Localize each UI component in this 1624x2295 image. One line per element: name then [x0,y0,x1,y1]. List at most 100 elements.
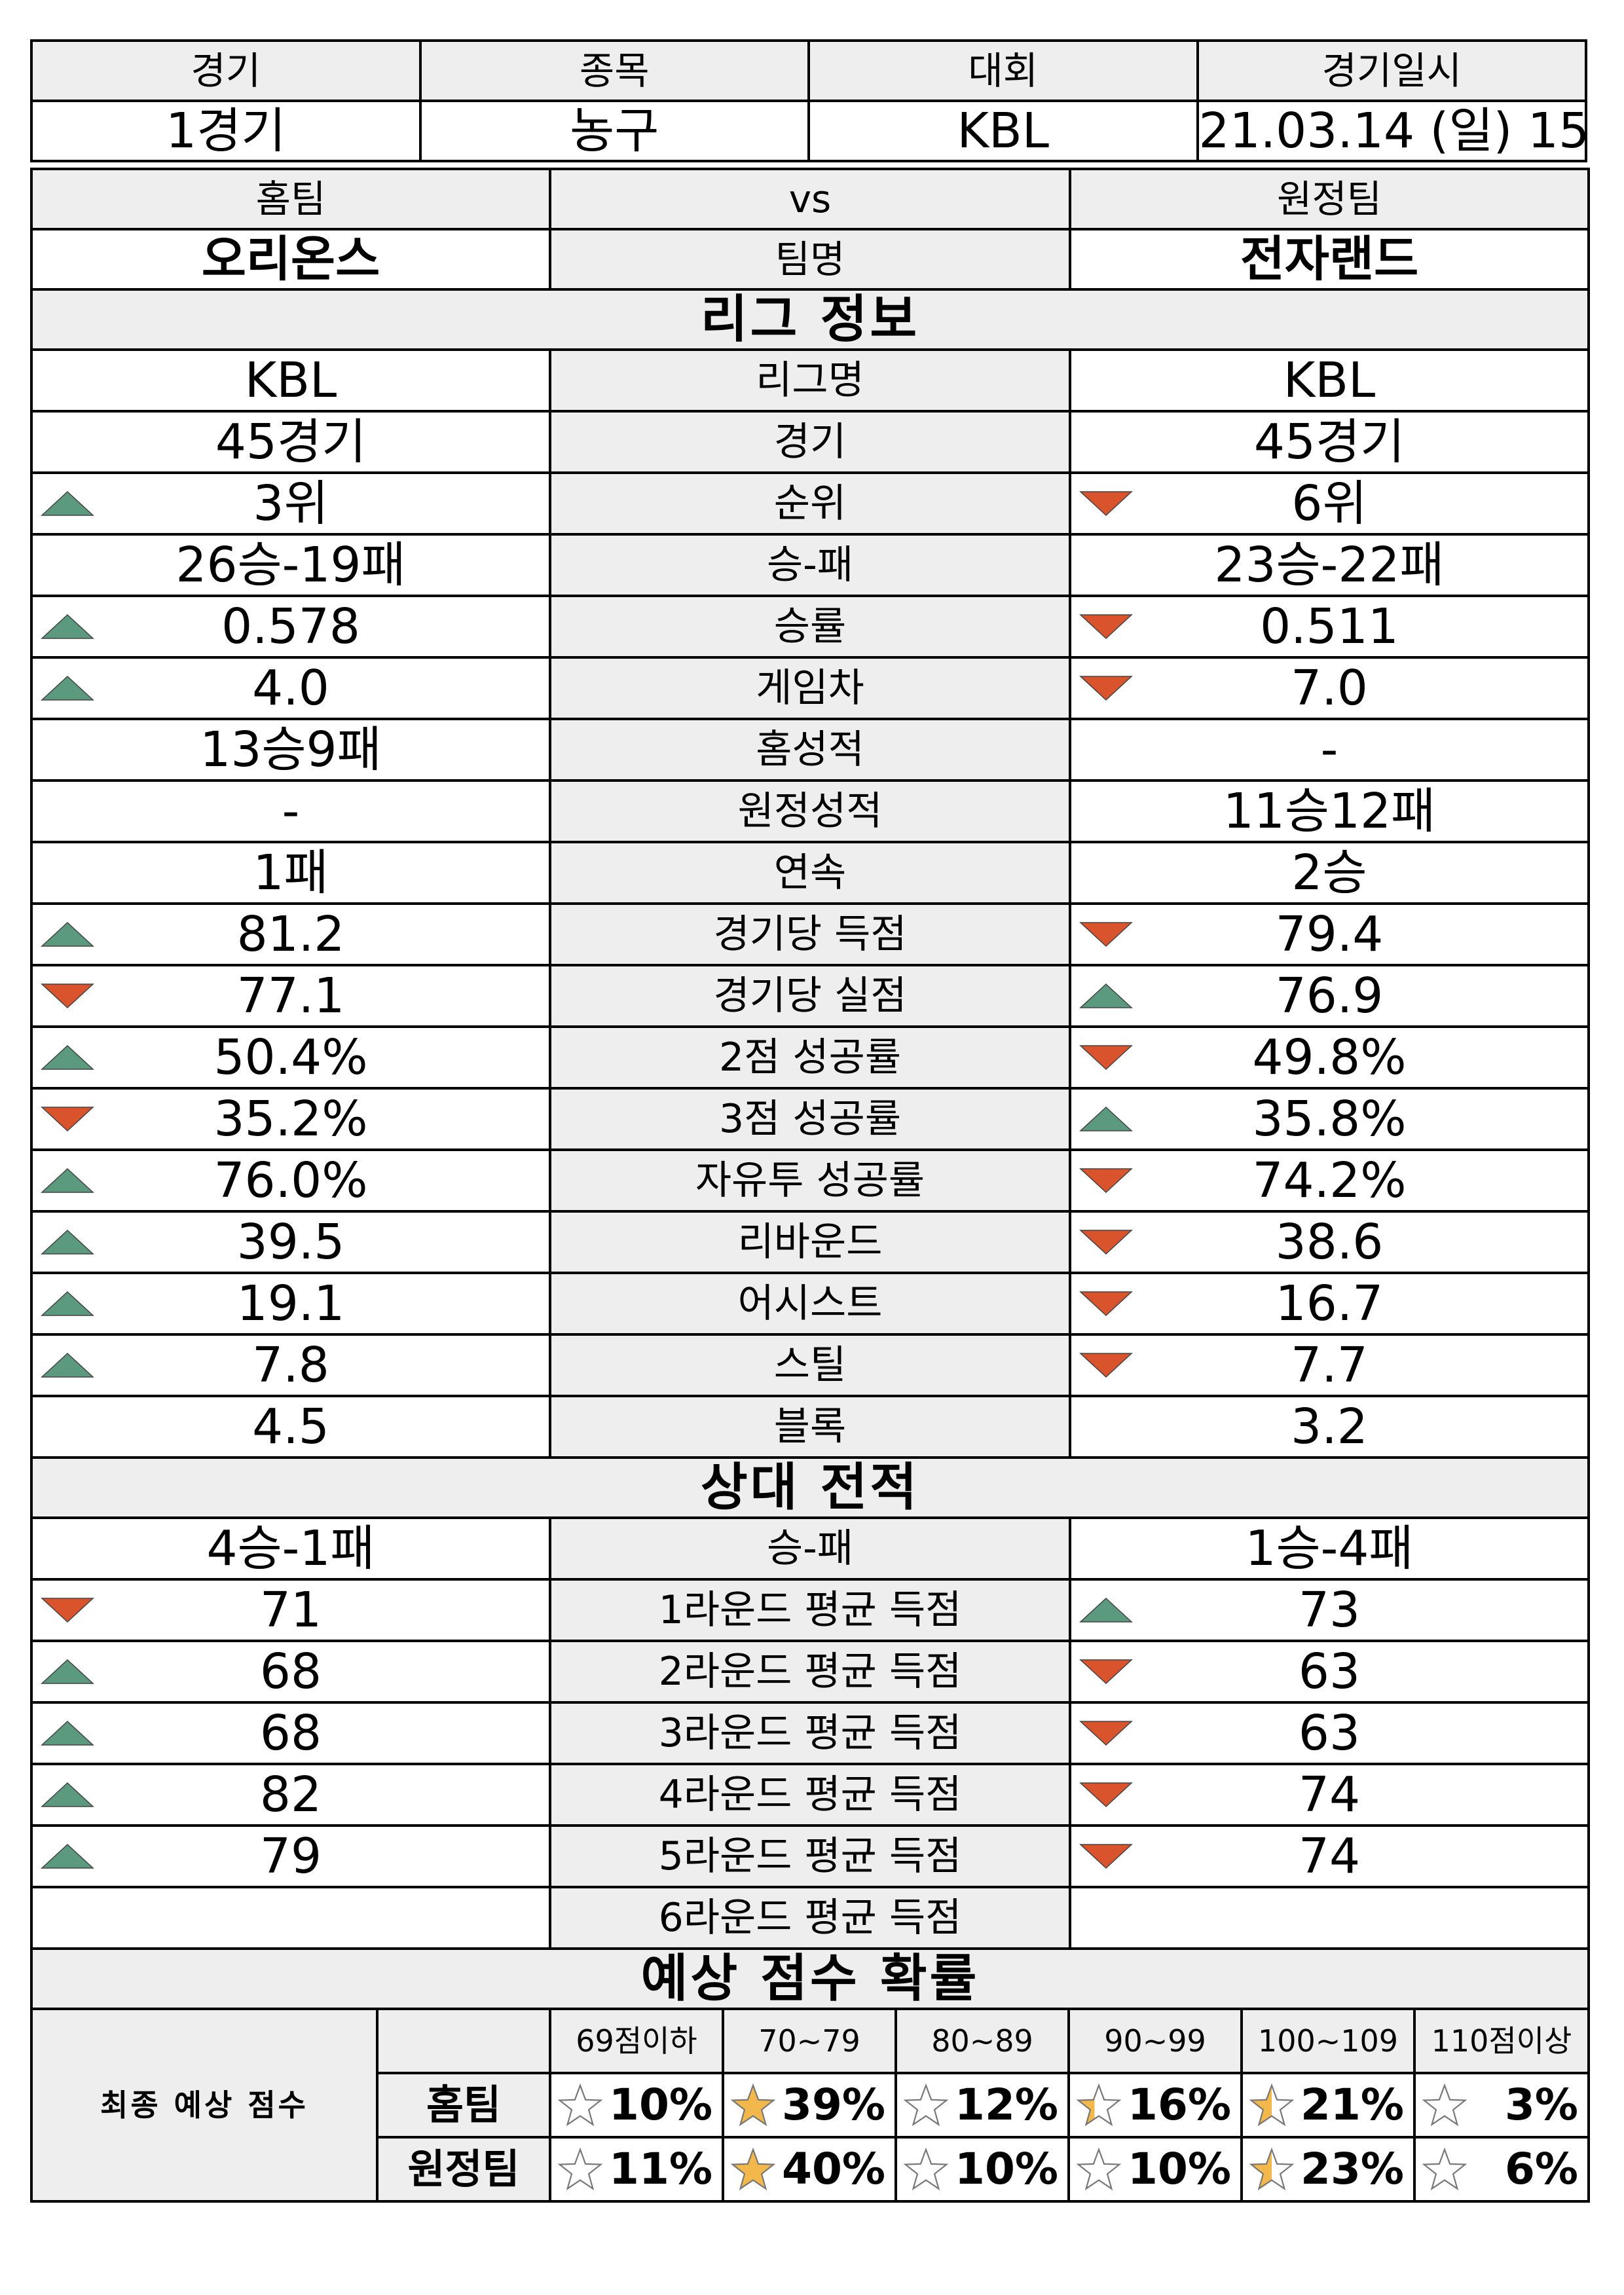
away-value-cell: 45경기 [1069,410,1590,474]
h2h-section-header: 상대 전적 [30,1456,1590,1519]
arrow-up-icon [1079,1597,1133,1623]
away-value: - [1320,722,1338,778]
stat-label-cell: 승-패 [549,533,1071,597]
league_section-row: KBL 리그명 KBL [30,348,1590,413]
away-probability-label: 원정팀 [376,2136,551,2203]
arrow-down-icon [1079,1230,1133,1255]
stat-label-cell: 게임차 [549,656,1071,720]
stat-label: 게임차 [756,665,864,711]
stat-label-cell: 경기 [549,410,1071,474]
away-value-cell: 63 [1069,1640,1590,1704]
home-value-cell: 26승-19패 [30,533,551,597]
away-value-cell: 49.8% [1069,1025,1590,1090]
stat-label: 4라운드 평균 득점 [658,1772,962,1818]
away-value-cell: 1승-4패 [1069,1516,1590,1581]
league_section-row: 4.5 블록 3.2 [30,1395,1590,1459]
home-value-cell [30,1886,551,1950]
home-value: 7.8 [252,1337,329,1393]
stat-label-cell: 6라운드 평균 득점 [549,1886,1071,1950]
match-info-value-row: 1경기 농구 KBL 21.03.14 (일) 15:00 [30,100,1587,162]
stat-label-cell: 리바운드 [549,1210,1071,1274]
away-value: 6위 [1291,475,1367,532]
star-icon [1249,2147,1295,2191]
home-value: 76.0% [213,1152,368,1209]
home-value-cell: 77.1 [30,964,551,1028]
stat-label-cell: 3점 성공률 [549,1087,1071,1151]
datetime-value: 21.03.14 (일) 15:00 [1196,100,1587,162]
teams-header-row: 홈팀 vs 원정팀 [30,168,1590,230]
stat-label-cell: 원정성적 [549,779,1071,843]
home-value: 79 [259,1828,322,1884]
stat-label-cell: 홈성적 [549,718,1071,782]
home-value-cell: 13승9패 [30,718,551,782]
league_section-row: 1패 연속 2승 [30,841,1590,905]
away-probability-value: 10% [1128,2144,1231,2194]
away-team-label: 원정팀 [1069,168,1590,230]
arrow-up-icon [41,1044,94,1070]
stat-label: 3라운드 평균 득점 [658,1710,962,1756]
arrow-down-icon [41,983,94,1009]
range-corner-cell [376,2008,551,2074]
away-probability-cell: 6% [1413,2136,1590,2203]
score-range-header: 80~89 [895,2008,1070,2074]
away-value-cell: 3.2 [1069,1395,1590,1459]
stat-label: 경기당 득점 [713,911,907,957]
stat-label-cell: 리그명 [549,348,1071,413]
home-value: - [282,783,300,839]
stat-label: 경기당 실점 [713,973,907,1019]
home-value-cell: 3위 [30,471,551,536]
league_section-row: 35.2% 3점 성공률 35.8% [30,1087,1590,1151]
home-probability-value: 3% [1504,2080,1578,2130]
away-value-cell [1069,1886,1590,1950]
stat-label-cell: 2라운드 평균 득점 [549,1640,1071,1704]
stat-label: 순위 [773,481,847,526]
home-team-label: 홈팀 [30,168,551,230]
away-value-cell: 38.6 [1069,1210,1590,1274]
stat-label-cell: 스틸 [549,1333,1071,1397]
h2h-rows: 4승-1패 승-패 1승-4패 71 1라운드 평균 득점 73 68 2라운드 평균 득점 6… [30,1516,1590,1950]
away-value: 63 [1298,1705,1361,1761]
match-info-table: 경기 종목 대회 경기일시 1경기 농구 KBL 21.03.14 (일) 15… [30,39,1587,162]
stat-label-cell: 1라운드 평균 득점 [549,1578,1071,1642]
home-probability-value: 10% [609,2080,712,2130]
stat-label: 어시스트 [737,1281,883,1327]
home-value: 68 [259,1705,322,1761]
away-value: 38.6 [1275,1214,1384,1270]
header-league: 대회 [807,39,1199,102]
away-value: 49.8% [1252,1029,1407,1086]
away-value-cell: 23승-22패 [1069,533,1590,597]
home-value-cell: 79 [30,1824,551,1888]
arrow-up-icon [41,614,94,639]
star-icon [557,2083,603,2127]
arrow-down-icon [1079,1045,1133,1071]
away-value-cell: KBL [1069,348,1590,413]
arrow-up-icon [41,1291,94,1316]
away-value-cell: 74 [1069,1824,1590,1888]
home-value: 39.5 [236,1214,345,1270]
stat-label: 원정성적 [737,788,883,834]
stat-label: 승-패 [766,1526,854,1571]
league_section-row: 3위 순위 6위 [30,471,1590,536]
stat-label: 2라운드 평균 득점 [658,1649,962,1695]
home-value-cell: 76.0% [30,1148,551,1213]
home-value-cell: 68 [30,1640,551,1704]
arrow-down-icon [41,1598,94,1623]
league-rows: KBL 리그명 KBL 45경기 경기 45경기 3위 순위 6위 26승-19패 승-패 23승-2… [30,348,1590,1459]
match-info-header-row: 경기 종목 대회 경기일시 [30,39,1587,102]
star-icon [1076,2147,1122,2191]
star-icon [1422,2147,1467,2191]
home-value-cell: 4.5 [30,1395,551,1459]
score-range-header: 110점이상 [1413,2008,1590,2074]
header-game: 경기 [30,39,422,102]
arrow-down-icon [41,1107,94,1132]
star-icon [1422,2083,1467,2127]
home-value-cell: 4.0 [30,656,551,720]
home-value: 35.2% [213,1091,368,1147]
h2h-section-title: 상대 전적 [30,1456,1590,1519]
away-value: 2승 [1291,845,1367,901]
h2h_section-row: 82 4라운드 평균 득점 74 [30,1763,1590,1827]
league_section-row: 19.1 어시스트 16.7 [30,1272,1590,1336]
stat-label-cell: 경기당 득점 [549,902,1071,966]
stat-label: 블록 [773,1404,847,1450]
arrow-up-icon [41,1782,94,1807]
